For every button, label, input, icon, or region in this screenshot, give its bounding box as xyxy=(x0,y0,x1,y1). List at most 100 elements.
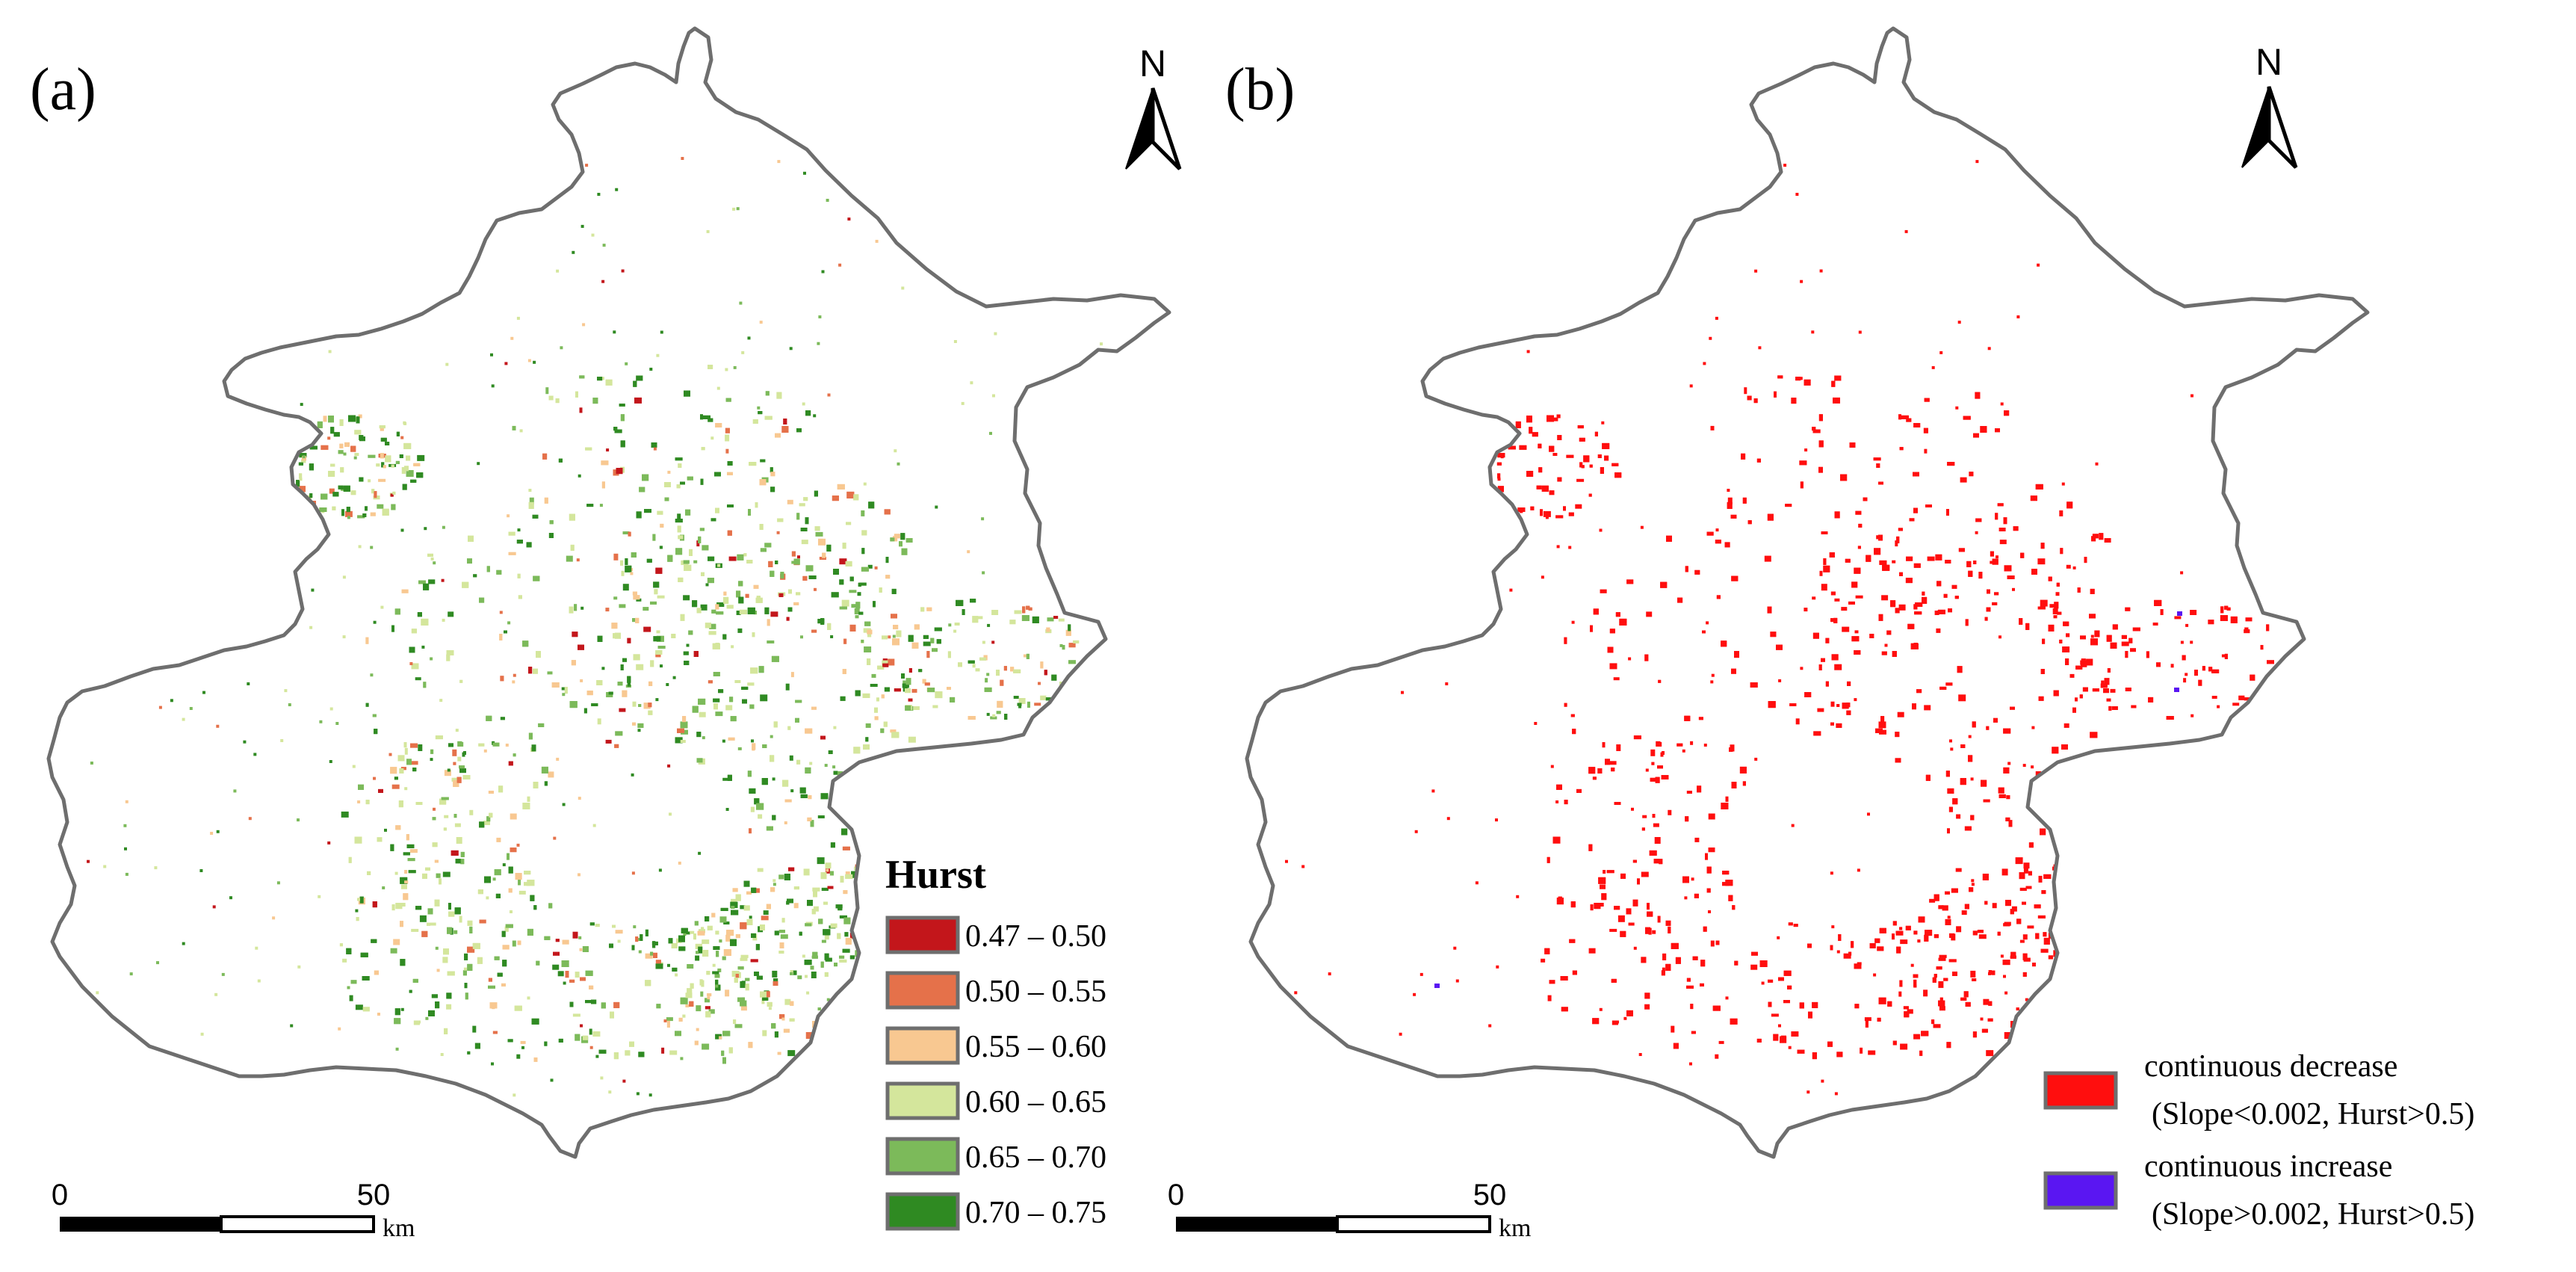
hurst-pixel xyxy=(586,504,594,507)
decrease-pixel xyxy=(2032,963,2036,967)
hurst-pixel xyxy=(693,651,699,657)
hurst-pixel xyxy=(401,884,407,889)
decrease-pixel xyxy=(1657,916,1661,923)
hurst-pixel xyxy=(346,948,352,954)
hurst-pixel xyxy=(404,466,409,472)
decrease-pixel xyxy=(1939,1006,1945,1011)
hurst-pixel xyxy=(627,676,631,683)
decrease-pixel xyxy=(1938,981,1944,988)
hurst-pixel xyxy=(631,871,635,875)
hurst-pixel xyxy=(715,604,719,610)
hurst-pixel xyxy=(711,609,716,614)
hurst-pixel xyxy=(1013,1074,1017,1077)
decrease-pixel xyxy=(1734,651,1739,658)
decrease-pixel xyxy=(1898,414,1901,420)
decrease-pixel xyxy=(2060,904,2065,909)
decrease-pixel xyxy=(1572,729,1576,735)
decrease-pixel xyxy=(2092,534,2099,539)
decrease-pixel xyxy=(1605,759,1610,765)
hurst-pixel xyxy=(680,740,686,743)
decrease-pixel xyxy=(2128,939,2137,943)
hurst-pixel xyxy=(861,919,864,924)
hurst-pixel xyxy=(404,870,408,874)
decrease-pixel xyxy=(1876,535,1882,540)
decrease-pixel xyxy=(2117,867,2121,871)
hurst-pixel xyxy=(777,518,784,522)
decrease-pixel xyxy=(1547,995,1552,1001)
decrease-pixel xyxy=(2128,637,2133,643)
hurst-pixel xyxy=(700,478,704,485)
hurst-pixel xyxy=(342,635,346,639)
hurst-pixel xyxy=(702,1043,710,1050)
hurst-pixel xyxy=(719,916,727,923)
decrease-pixel xyxy=(1812,596,1816,600)
hurst-pixel xyxy=(896,830,904,836)
hurst-pixel xyxy=(783,1028,790,1033)
decrease-pixel xyxy=(2149,931,2154,939)
hurst-pixel xyxy=(1080,1075,1083,1078)
hurst-pixel xyxy=(986,712,990,716)
decrease-pixel xyxy=(2134,877,2140,883)
hurst-pixel xyxy=(975,668,980,672)
hurst-pixel xyxy=(596,680,603,685)
decrease-pixel xyxy=(1991,970,1996,975)
decrease-pixel xyxy=(1958,694,1966,702)
hurst-pixel xyxy=(933,155,937,158)
hurst-pixel xyxy=(827,886,834,889)
decrease-pixel xyxy=(2094,830,2102,836)
decrease-pixel xyxy=(1934,611,1939,615)
hurst-pixel xyxy=(504,630,507,634)
legend-swatch xyxy=(885,1081,960,1120)
hurst-pixel xyxy=(864,954,868,959)
decrease-pixel xyxy=(1541,485,1549,492)
decrease-pixel xyxy=(2156,662,2161,667)
decrease-pixel xyxy=(1817,708,1824,712)
decrease-pixel xyxy=(1569,939,1576,943)
decrease-pixel xyxy=(2108,874,2115,880)
decrease-pixel xyxy=(1897,711,1904,717)
decrease-pixel xyxy=(1791,398,1797,404)
hurst-pixel xyxy=(589,985,594,989)
decrease-pixel xyxy=(2061,744,2068,750)
hurst-pixel xyxy=(705,916,710,921)
hurst-pixel xyxy=(601,481,605,489)
hurst-pixel xyxy=(267,342,270,345)
hurst-pixel xyxy=(578,797,581,800)
hurst-pixel xyxy=(656,353,660,357)
hurst-pixel xyxy=(702,736,705,740)
hurst-pixel xyxy=(508,866,513,874)
hurst-pixel xyxy=(756,975,763,980)
hurst-pixel xyxy=(734,977,738,983)
hurst-pixel xyxy=(729,697,734,703)
hurst-pixel xyxy=(1068,624,1071,632)
hurst-pixel xyxy=(677,513,681,520)
decrease-pixel xyxy=(1913,1034,1921,1040)
hurst-pixel xyxy=(508,552,516,555)
hurst-pixel xyxy=(888,765,892,770)
decrease-pixel xyxy=(2126,923,2133,927)
hurst-pixel xyxy=(321,159,325,163)
hurst-pixel xyxy=(394,1008,400,1016)
hurst-pixel xyxy=(415,906,422,910)
hurst-pixel xyxy=(997,700,1003,708)
decrease-pixel xyxy=(2059,884,2065,892)
hurst-pixel xyxy=(858,176,862,179)
hurst-pixel xyxy=(850,784,854,788)
decrease-pixel xyxy=(1710,425,1715,430)
decrease-pixel xyxy=(2179,868,2182,875)
hurst-pixel xyxy=(861,904,867,909)
hurst-pixel xyxy=(406,455,411,461)
legend-label: 0.70 – 0.75 xyxy=(965,1196,1106,1230)
hurst-pixel xyxy=(842,543,846,549)
decrease-pixel xyxy=(1999,540,2007,545)
decrease-pixel xyxy=(1936,966,1942,970)
hurst-pixel xyxy=(788,589,792,594)
decrease-pixel xyxy=(1840,474,1848,481)
hurst-pixel xyxy=(428,1010,435,1016)
hurst-pixel xyxy=(740,1006,747,1011)
decrease-pixel xyxy=(1904,1011,1910,1018)
decrease-pixel xyxy=(1731,782,1737,788)
decrease-pixel xyxy=(1650,749,1656,756)
decrease-pixel xyxy=(1619,618,1627,626)
hurst-pixel xyxy=(807,900,813,907)
